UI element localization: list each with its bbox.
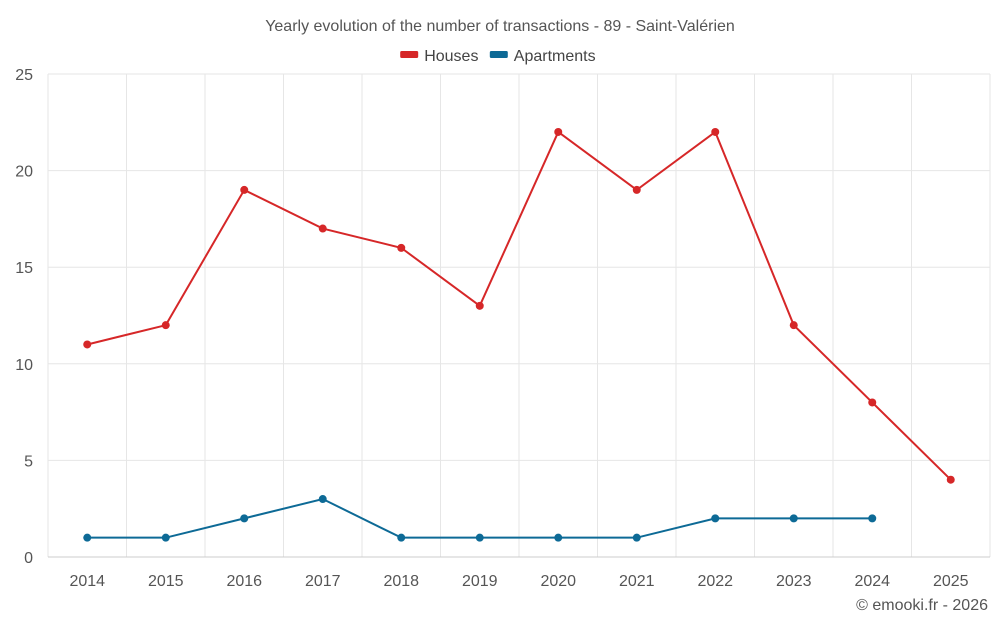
data-point-apartments[interactable] [554,533,563,542]
legend: Houses Apartments [400,48,596,65]
x-tick-label: 2019 [462,573,498,590]
x-tick-label: 2024 [854,573,890,590]
copyright-footer: © emooki.fr - 2026 [856,597,988,614]
data-point-houses[interactable] [475,301,484,310]
x-tick-label: 2018 [383,573,419,590]
series-line-houses [87,130,952,481]
data-point-houses[interactable] [868,398,877,407]
legend-item-apartments[interactable]: Apartments [489,48,596,65]
legend-label: Apartments [514,48,596,65]
data-point-houses[interactable] [946,475,955,484]
series-houses [83,127,955,484]
x-tick-label: 2015 [148,573,184,590]
x-tick-label: 2017 [305,573,341,590]
legend-label: Houses [424,48,478,65]
data-point-apartments[interactable] [318,495,327,504]
x-tick-label: 2021 [619,573,655,590]
data-point-houses[interactable] [789,321,798,330]
x-tick-label: 2016 [226,573,262,590]
x-tick-label: 2023 [776,573,812,590]
data-point-houses[interactable] [161,321,170,330]
data-point-houses[interactable] [240,185,249,194]
y-tick-label: 10 [15,357,33,374]
data-point-houses[interactable] [711,127,720,136]
data-point-houses[interactable] [318,224,327,233]
data-point-apartments[interactable] [475,533,484,542]
data-point-houses[interactable] [83,340,92,349]
data-point-houses[interactable] [632,185,641,194]
data-point-apartments[interactable] [161,533,170,542]
legend-item-houses[interactable]: Houses [400,48,478,65]
data-point-apartments[interactable] [240,514,249,523]
data-point-apartments[interactable] [632,533,641,542]
legend-swatch [400,51,419,58]
x-tick-label: 2025 [933,573,969,590]
data-point-apartments[interactable] [868,514,877,523]
legend-swatch [489,51,508,58]
y-tick-label: 5 [24,453,33,470]
y-tick-label: 15 [15,260,33,277]
data-point-apartments[interactable] [83,533,92,542]
x-tick-label: 2020 [540,573,576,590]
y-axis: 0 5 10 15 20 25 [15,67,33,567]
data-point-apartments[interactable] [397,533,406,542]
series-apartments [83,495,877,542]
y-tick-label: 20 [15,164,33,181]
grid-lines [47,73,991,558]
y-tick-label: 0 [24,550,33,567]
y-tick-label: 25 [15,67,33,84]
x-axis: 2014 2015 2016 2017 2018 2019 2020 2021 2022 2023… [69,573,968,590]
data-point-houses[interactable] [554,127,563,136]
data-point-apartments[interactable] [711,514,720,523]
data-point-houses[interactable] [397,243,406,252]
x-tick-label: 2022 [697,573,733,590]
series-group [83,127,955,542]
data-point-apartments[interactable] [789,514,798,523]
chart-title: Yearly evolution of the number of transa… [265,18,735,35]
x-tick-label: 2014 [69,573,105,590]
